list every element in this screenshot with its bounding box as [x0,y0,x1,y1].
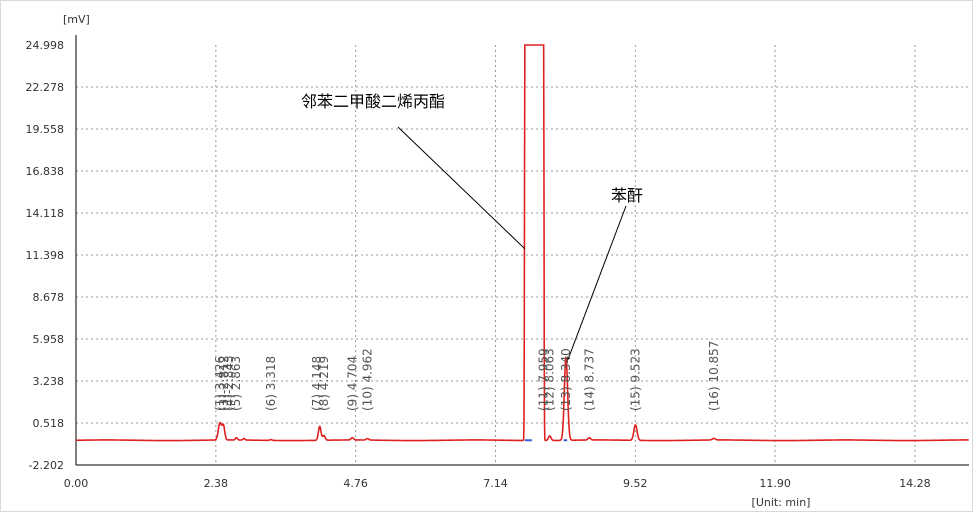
y-tick-label: 8.678 [33,291,65,304]
y-tick-label: 0.518 [33,417,65,430]
y-tick-label: 11.398 [26,249,65,262]
y-tick-label: 3.238 [33,375,65,388]
annotation-label: 邻苯二甲酸二烯丙酯 [301,92,445,111]
peak-label: (10) 4.962 [361,348,375,411]
annotation-leader-line [397,126,526,250]
annotation-label: 苯酐 [611,186,643,205]
peak-label: (1) 3.426 [213,356,227,411]
x-tick-label: 14.28 [899,477,931,490]
peak-label: (13) 8.340 [559,348,573,411]
y-tick-label: 16.838 [26,165,65,178]
x-axis-label: [Unit: min] [752,496,811,509]
peak-label: (5) 2.863 [229,356,243,411]
y-axis-label: [mV] [63,13,90,26]
peak-label: (4)-2.843 [222,355,236,411]
y-tick-label: 24.998 [26,39,65,52]
peak-label: (6) 3.318 [264,356,278,411]
peak-label: (7) 4.148 [310,356,324,411]
peak-label: (8) 4.219 [317,356,331,411]
y-tick-label: 19.558 [26,123,65,136]
y-tick-label: -2.202 [29,459,64,472]
y-tick-label: 14.118 [26,207,65,220]
peak-label: (9) 4.704 [345,356,359,411]
y-tick-label: 22.278 [26,81,65,94]
peak-label: (16) 10.857 [707,341,721,411]
peak-label: (14) 8.737 [582,348,596,411]
chromatogram-trace [75,44,969,442]
x-tick-label: 9.52 [623,477,648,490]
x-tick-label: 11.90 [759,477,791,490]
x-tick-label: 7.14 [483,477,508,490]
peak-label: (11) 7.959 [537,348,551,411]
y-tick-label: 5.958 [33,333,65,346]
x-tick-label: 0.00 [64,477,89,490]
peak-label: (3)-2.812 [217,355,231,411]
annotation-leader-line [567,205,627,361]
peak-label: (12) 8.063 [543,348,557,411]
x-tick-label: 2.38 [204,477,229,490]
peak-label: (15) 9.523 [628,348,642,411]
x-tick-label: 4.76 [343,477,368,490]
